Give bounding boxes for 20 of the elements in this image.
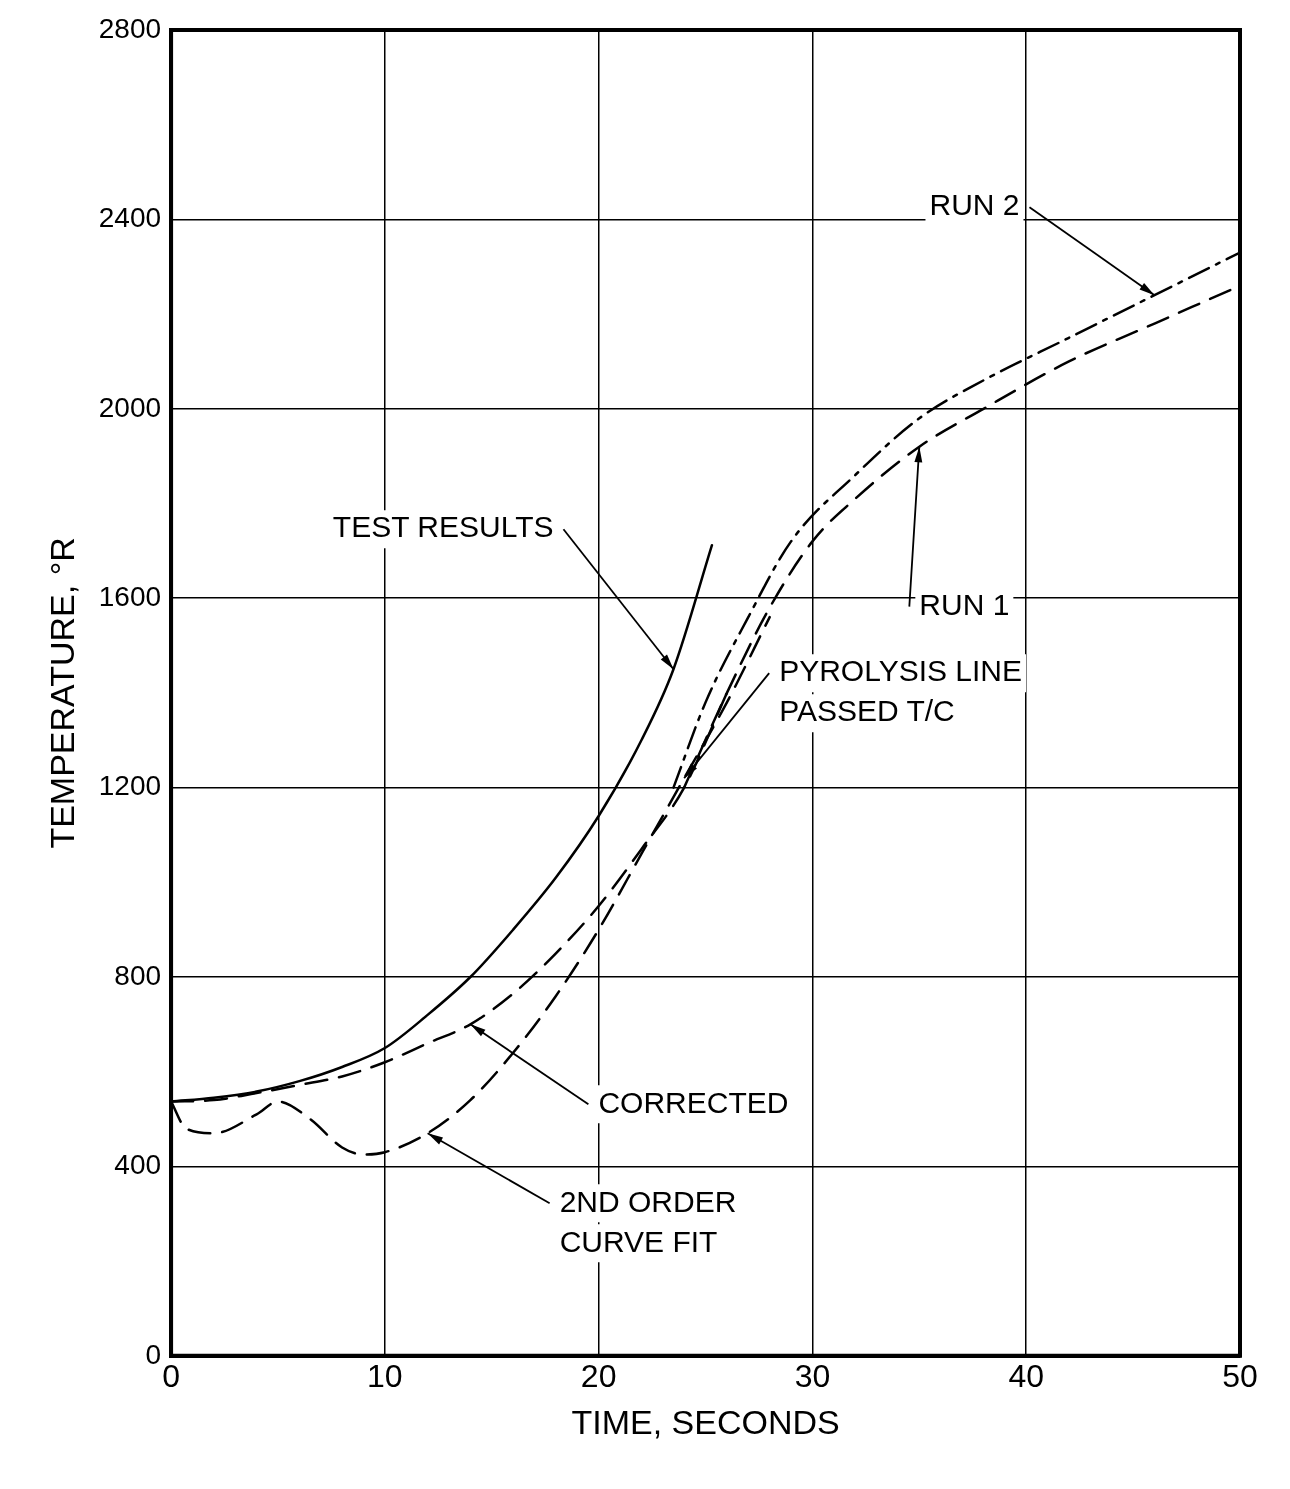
y-tick-label: 1600	[98, 580, 162, 612]
annotation: RUN 2	[929, 188, 1020, 222]
annotation: 2ND ORDER CURVE FIT	[559, 1184, 737, 1258]
annotation: TEST RESULTS	[332, 510, 554, 544]
annotation: RUN 1	[919, 587, 1010, 621]
y-tick-label: 2000	[98, 391, 162, 423]
x-tick-label: 40	[1008, 1357, 1045, 1394]
x-tick-label: 50	[1222, 1357, 1258, 1394]
annotation: PYROLYSIS LINE PASSED T/C	[779, 654, 1023, 728]
x-tick-label: 20	[580, 1357, 617, 1394]
y-tick-label: 2400	[98, 202, 162, 234]
x-axis-title: TIME, SECONDS	[571, 1402, 840, 1441]
y-axis-title: TEMPERATURE, °R	[42, 537, 81, 849]
annotation: CORRECTED	[598, 1085, 789, 1119]
x-tick-label: 10	[367, 1357, 403, 1394]
x-tick-label: 30	[794, 1357, 831, 1394]
y-tick-label: 1200	[98, 770, 162, 802]
y-tick-label: 400	[114, 1149, 162, 1181]
y-tick-label: 800	[114, 959, 162, 991]
y-tick-label: 2800	[98, 12, 162, 44]
